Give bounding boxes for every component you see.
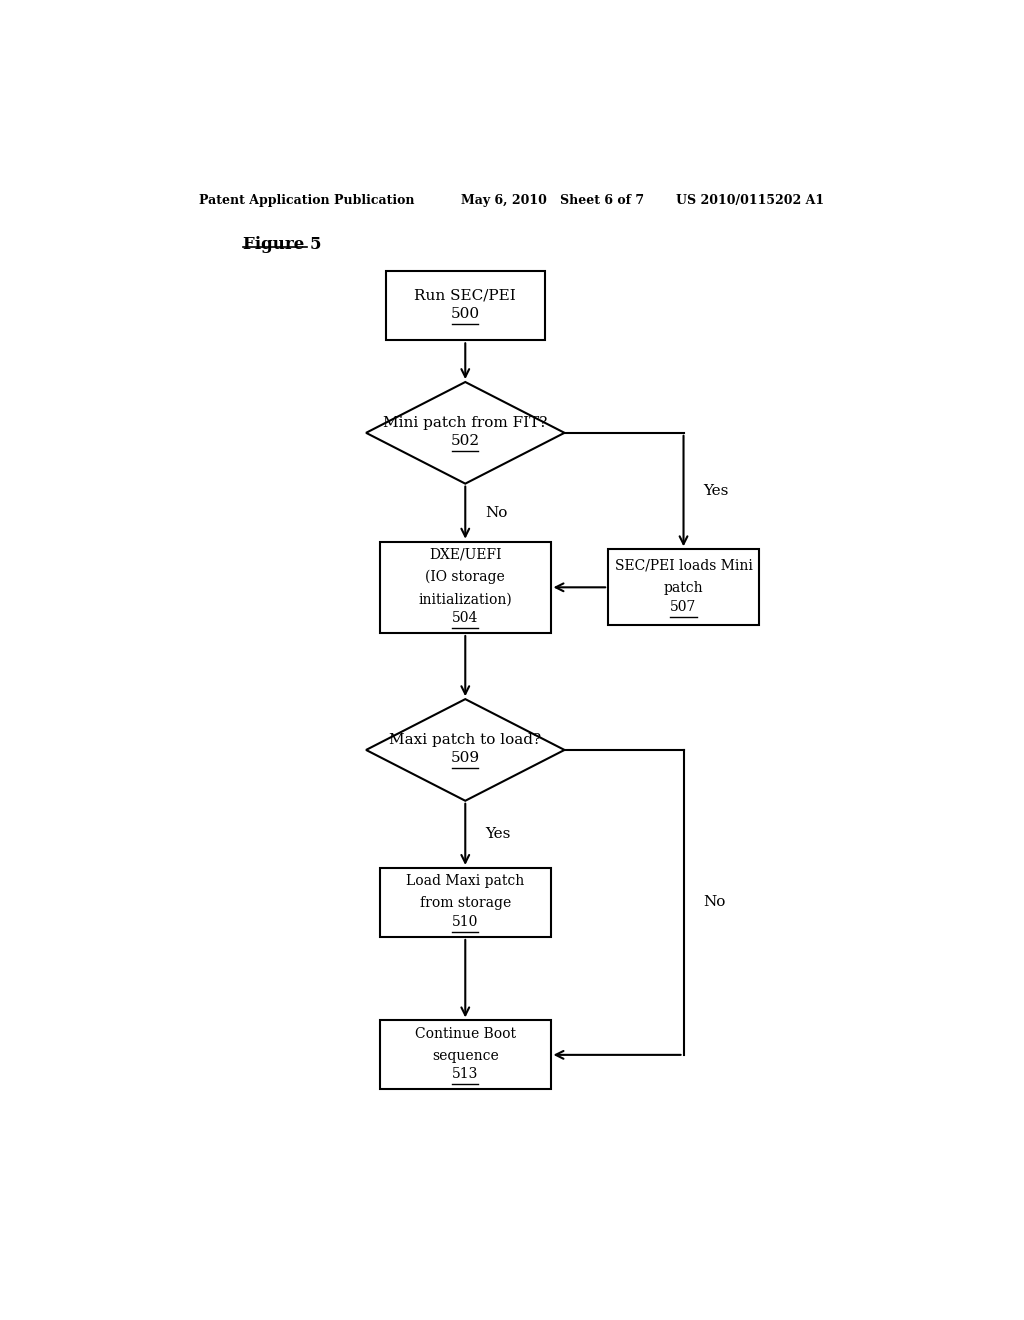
Polygon shape (367, 700, 564, 801)
Text: from storage: from storage (420, 896, 511, 911)
Text: 513: 513 (452, 1067, 478, 1081)
Polygon shape (367, 381, 564, 483)
Text: SEC/PEI loads Mini: SEC/PEI loads Mini (614, 558, 753, 573)
Text: Mini patch from FIT?: Mini patch from FIT? (383, 416, 548, 430)
Text: Yes: Yes (703, 484, 729, 498)
FancyBboxPatch shape (386, 271, 545, 341)
FancyBboxPatch shape (380, 1020, 551, 1089)
Text: Load Maxi patch: Load Maxi patch (407, 874, 524, 888)
Text: No: No (703, 895, 726, 909)
Text: 510: 510 (452, 915, 478, 929)
FancyBboxPatch shape (380, 867, 551, 937)
Text: 509: 509 (451, 751, 480, 766)
Text: 507: 507 (671, 599, 696, 614)
Text: Figure 5: Figure 5 (243, 236, 322, 252)
Text: DXE/UEFI: DXE/UEFI (429, 548, 502, 562)
FancyBboxPatch shape (380, 541, 551, 634)
Text: patch: patch (664, 581, 703, 595)
Text: Continue Boot: Continue Boot (415, 1027, 516, 1040)
FancyBboxPatch shape (608, 549, 759, 626)
Text: initialization): initialization) (419, 593, 512, 606)
Text: US 2010/0115202 A1: US 2010/0115202 A1 (676, 194, 823, 207)
Text: Patent Application Publication: Patent Application Publication (200, 194, 415, 207)
Text: Yes: Yes (485, 828, 511, 841)
Text: 504: 504 (452, 611, 478, 624)
Text: Maxi patch to load?: Maxi patch to load? (389, 733, 542, 747)
Text: 502: 502 (451, 434, 480, 447)
Text: Run SEC/PEI: Run SEC/PEI (415, 289, 516, 302)
Text: (IO storage: (IO storage (425, 570, 505, 585)
Text: 500: 500 (451, 308, 480, 321)
Text: No: No (485, 506, 508, 520)
Text: May 6, 2010   Sheet 6 of 7: May 6, 2010 Sheet 6 of 7 (461, 194, 644, 207)
Text: sequence: sequence (432, 1049, 499, 1063)
